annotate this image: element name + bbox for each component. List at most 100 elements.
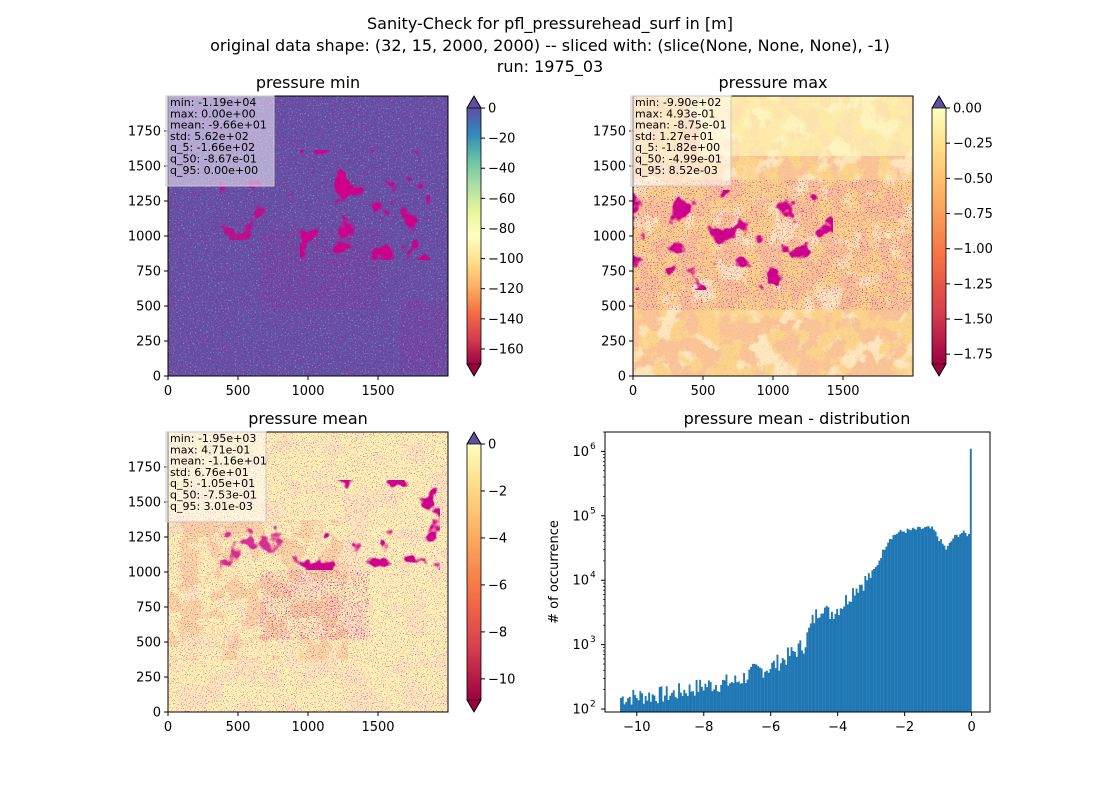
histogram-bar [730,682,733,712]
histogram-bar [853,595,856,712]
suptitle-line-1: Sanity-Check for pfl_pressurehead_surf i… [367,14,733,34]
y-tick-label: 10 [572,638,589,653]
histogram-bar [966,536,969,712]
histogram-bar [664,695,666,712]
histogram-bar [776,654,779,712]
x-tick-label: −2 [895,720,914,735]
x-tick-label: 500 [226,384,251,399]
panel-title: pressure max [718,73,827,92]
colorbar: 0.00 −0.25 −0.50 −0.75 −1.00 −1.25 −1.50 −1.75 [931,95,993,377]
suptitle-line-3: run: 1975_03 [497,57,603,77]
histogram-bar [899,529,902,712]
histogram-bar [934,531,937,712]
colorbar-tick-label: −140 [488,312,524,327]
histogram-bar [962,530,965,712]
histogram-bar [954,535,956,712]
histogram-bar [706,687,709,712]
histogram-bar [903,531,905,712]
histogram-bar [806,632,809,712]
y-tick-label: 250 [601,335,626,350]
histogram-bar [762,677,765,712]
histogram-bar [621,696,624,712]
histogram-bar [864,576,867,712]
colorbar-tick-label: −0.25 [953,137,993,152]
x-axis: 0 500 1000 1500 [164,376,395,399]
y-tick-exponent: 2 [590,700,596,710]
colorbar-extend-top [466,95,482,109]
histogram-bar [969,448,972,712]
colorbar-tick-label: −0.75 [953,207,993,222]
y-tick-label: 1750 [593,125,626,140]
histogram-bar [788,655,791,712]
histogram-bar [906,528,909,712]
stats-line: max: 0.00e+00 [170,107,256,120]
y-axis-label: # of occurrence [547,520,562,624]
histogram-bar [880,557,883,712]
histogram-bar [873,568,876,712]
histogram-bar [825,605,828,712]
histogram-bar [950,541,953,712]
histogram-bar [660,686,663,712]
stats-line: q_5: -1.66e+02 [170,141,255,154]
histogram-bar [634,695,637,712]
histogram-bar [890,539,893,712]
histogram-bar [635,698,638,712]
histogram-bar [764,671,767,712]
x-tick-label: 500 [691,384,716,399]
histogram-bar [885,546,888,712]
colorbar-extend-bottom [466,699,482,713]
histogram-bar [929,528,932,712]
histogram-bar [876,565,879,712]
y-tick-exponent: 4 [590,571,596,581]
histogram-bar [838,615,840,712]
histogram-bar [925,526,928,712]
colorbar-gradient [467,108,481,364]
histogram-bar [917,526,920,712]
x-tick-label: −8 [694,720,713,735]
panel-title: pressure mean [248,409,368,428]
histogram-bar [827,607,830,712]
histogram-bar [964,532,967,712]
histogram-bar [665,686,668,712]
colorbar-tick-label: −6 [488,578,507,593]
histogram-bar [628,696,631,712]
histogram-bar [852,588,854,712]
histogram-bar [795,656,798,712]
histogram-bar [707,680,710,712]
histogram-bar [867,573,870,712]
histogram-bar [739,683,742,712]
stats-line: q_5: -1.05e+01 [170,477,255,490]
histogram-bar [748,669,751,712]
x-tick-label: 1000 [291,384,324,399]
y-tick-exponent: 5 [590,506,596,516]
histogram-bar [943,545,946,712]
y-tick-label: 0 [153,370,161,385]
histogram-bar [734,675,737,712]
histogram-bar [961,532,963,712]
y-tick-label: 500 [136,636,161,651]
stats-line: q_50: -4.99e-01 [635,153,722,166]
y-tick-label: 1000 [128,230,161,245]
colorbar-tick-label: −20 [488,132,515,147]
histogram-bar [720,685,723,712]
stats-line: mean: -1.16e+01 [170,455,267,468]
histogram-bar [699,679,702,712]
histogram-bar [753,663,756,712]
histogram-bar [887,542,890,712]
histogram-bar [904,532,907,712]
histogram-bar [760,668,763,712]
x-tick-label: 0 [164,720,172,735]
histogram-bar [757,666,760,712]
histogram-bar [637,700,640,712]
histogram-bar [751,663,754,712]
histogram-bar [644,695,647,712]
stats-line: q_95: 3.01e-03 [170,500,253,513]
histogram-bar [797,643,800,712]
histogram-bar [957,536,960,712]
histogram-bar [869,577,872,712]
stats-line: min: -1.95e+03 [170,432,256,445]
panel-title: pressure min [256,73,360,92]
histogram-bar [896,533,898,712]
